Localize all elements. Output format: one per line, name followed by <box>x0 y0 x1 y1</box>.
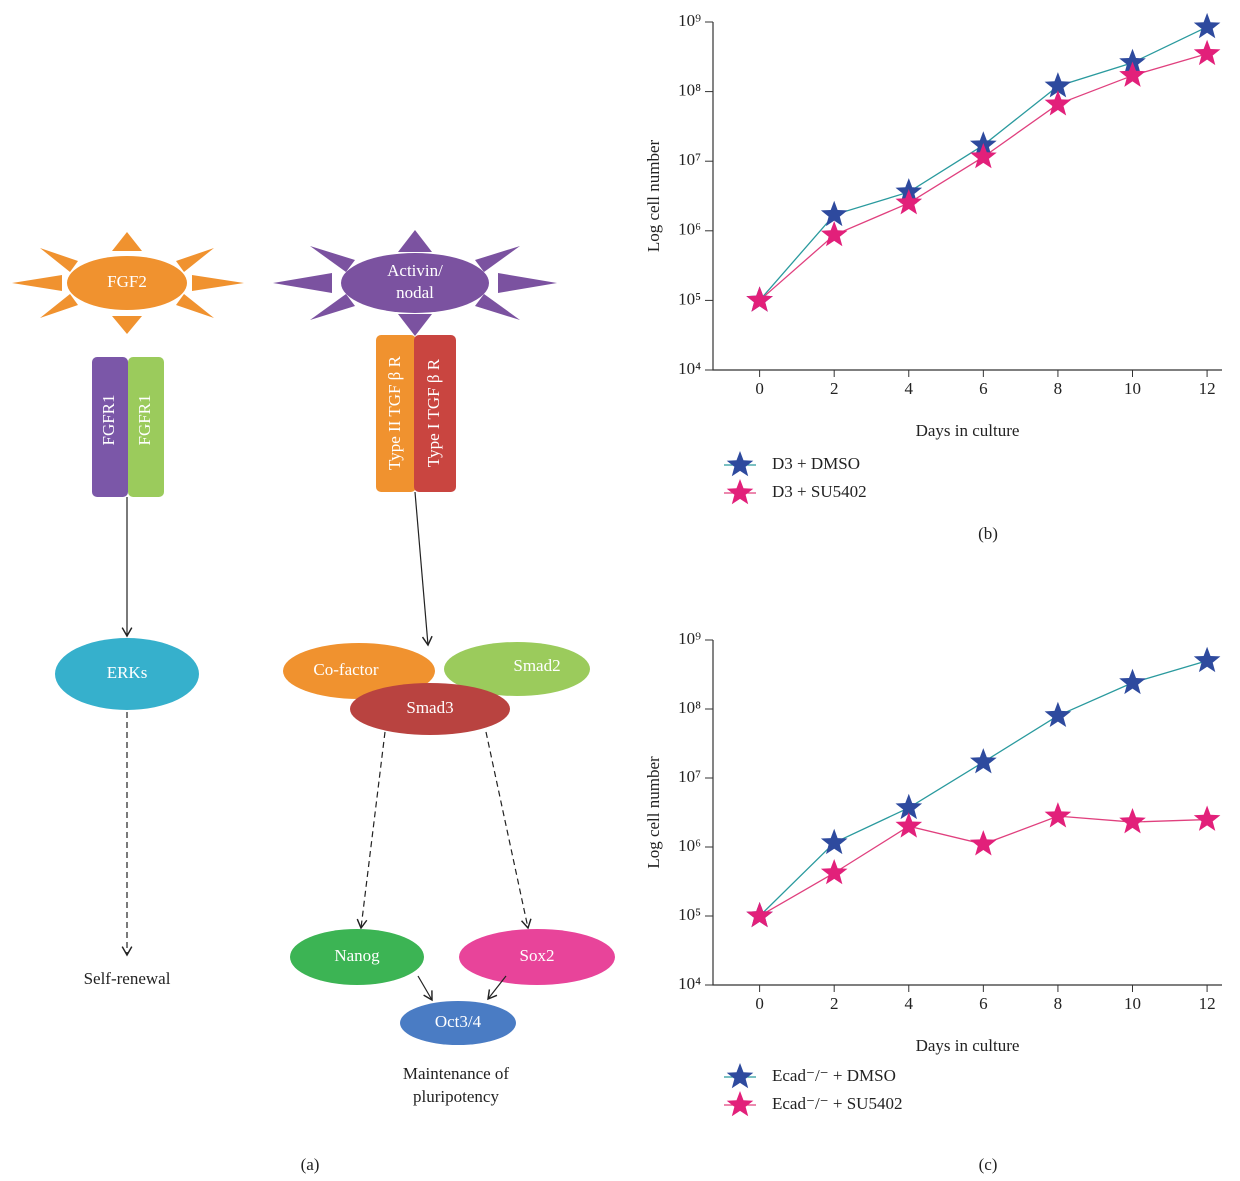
data-point <box>746 902 773 927</box>
data-point <box>821 859 848 884</box>
node-label: Smad2 <box>513 656 560 675</box>
node-label: Oct3/4 <box>435 1012 482 1031</box>
y-tick-label: 10⁴ <box>678 359 701 378</box>
x-tick-label: 12 <box>1199 994 1216 1013</box>
series-line <box>760 27 1207 300</box>
x-tick-label: 2 <box>830 379 839 398</box>
data-point <box>821 829 848 854</box>
y-tick-label: 10⁶ <box>678 836 701 855</box>
x-tick-label: 2 <box>830 994 839 1013</box>
ligand-label: FGF2 <box>107 272 147 291</box>
data-point <box>896 189 923 214</box>
legend-marker <box>727 479 754 504</box>
outcome: Self-renewal <box>84 969 171 988</box>
node-label: Smad3 <box>406 698 453 717</box>
y-tick-label: 10⁹ <box>678 629 701 648</box>
y-tick-label: 10⁵ <box>678 905 701 924</box>
x-tick-label: 4 <box>905 994 914 1013</box>
x-tick-label: 0 <box>755 379 764 398</box>
data-point <box>970 143 997 168</box>
data-point <box>1194 647 1221 672</box>
page: FGF2 Activin/ nodal FGFR1 FGFR1 Type II … <box>0 0 1240 1181</box>
data-point <box>970 830 997 855</box>
data-point <box>970 748 997 773</box>
x-tick-label: 8 <box>1054 994 1063 1013</box>
x-tick-label: 0 <box>755 994 764 1013</box>
y-tick-label: 10⁸ <box>678 698 701 717</box>
data-point <box>1045 702 1072 727</box>
x-axis-label: Days in culture <box>916 421 1020 440</box>
y-tick-label: 10⁵ <box>678 289 701 308</box>
legend-marker <box>727 451 754 476</box>
data-point <box>896 812 923 837</box>
y-axis-label: Log cell number <box>644 756 663 869</box>
x-tick-label: 10 <box>1124 379 1141 398</box>
arrow <box>418 976 432 1000</box>
x-tick-label: 4 <box>905 379 914 398</box>
series-line <box>760 54 1207 301</box>
y-tick-label: 10⁷ <box>678 150 701 169</box>
receptor-label: FGFR1 <box>135 394 154 445</box>
data-point <box>1194 40 1221 65</box>
data-point <box>1119 808 1146 833</box>
y-tick-label: 10⁴ <box>678 974 701 993</box>
x-tick-label: 10 <box>1124 994 1141 1013</box>
legend-marker <box>727 1063 754 1088</box>
x-tick-label: 8 <box>1054 379 1063 398</box>
outcome: pluripotency <box>413 1087 499 1106</box>
x-axis-label: Days in culture <box>916 1036 1020 1055</box>
arrow <box>361 732 385 928</box>
arrow <box>486 732 528 928</box>
x-tick-label: 6 <box>979 994 988 1013</box>
y-tick-label: 10⁹ <box>678 11 701 30</box>
arrow <box>415 492 428 645</box>
node-label: ERKs <box>107 663 148 682</box>
legend-label: Ecad⁻/⁻ + SU5402 <box>772 1094 902 1113</box>
diagram: FGF2 Activin/ nodal FGFR1 FGFR1 Type II … <box>12 230 615 1174</box>
data-point <box>1119 669 1146 694</box>
axis <box>713 640 1222 985</box>
data-point <box>1045 802 1072 827</box>
receptor-label: Type I TGF β R <box>424 358 443 467</box>
node-label: Co-factor <box>313 660 378 679</box>
y-tick-label: 10⁶ <box>678 220 701 239</box>
legend-label: D3 + DMSO <box>772 454 860 473</box>
data-point <box>1194 13 1221 38</box>
y-tick-label: 10⁷ <box>678 767 701 786</box>
receptor-label: FGFR1 <box>99 394 118 445</box>
panel-label: (b) <box>978 524 998 543</box>
axis <box>713 22 1222 370</box>
ligand-label: Activin/ <box>387 261 443 280</box>
y-tick-label: 10⁸ <box>678 81 701 100</box>
panel-label: (a) <box>301 1155 320 1174</box>
node-label: Sox2 <box>520 946 555 965</box>
legend-label: D3 + SU5402 <box>772 482 867 501</box>
x-tick-label: 6 <box>979 379 988 398</box>
outcome: Maintenance of <box>403 1064 510 1083</box>
panel-label: (c) <box>979 1155 998 1174</box>
legend-marker <box>727 1091 754 1116</box>
y-axis-label: Log cell number <box>644 139 663 252</box>
data-point <box>1194 806 1221 831</box>
figure: FGF2 Activin/ nodal FGFR1 FGFR1 Type II … <box>0 0 1240 1181</box>
legend-label: Ecad⁻/⁻ + DMSO <box>772 1066 896 1085</box>
x-tick-label: 12 <box>1199 379 1216 398</box>
receptor-label: Type II TGF β R <box>385 355 404 470</box>
ligand-label: nodal <box>396 283 434 302</box>
node-label: Nanog <box>334 946 380 965</box>
